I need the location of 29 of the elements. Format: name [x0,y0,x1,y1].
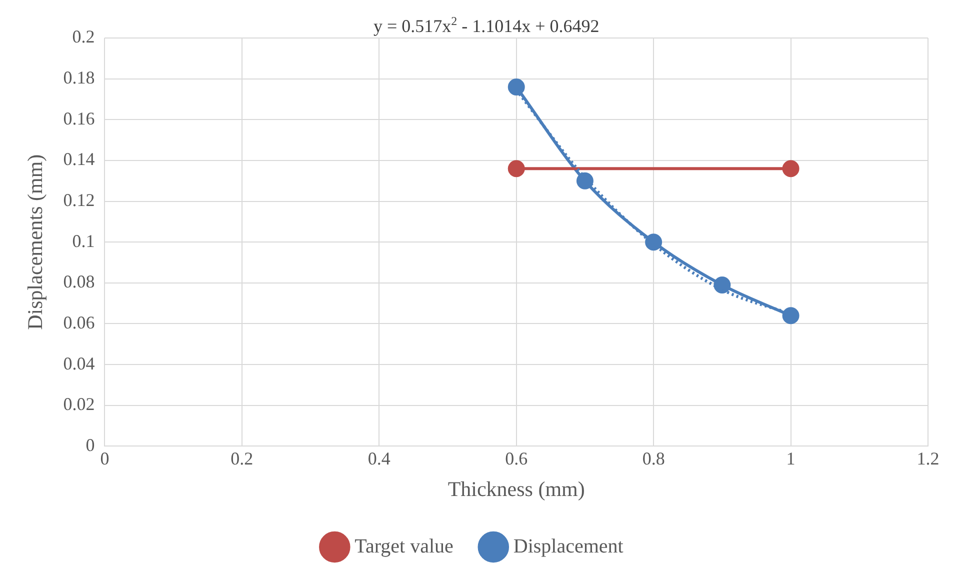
x-axis-title: Thickness (mm) [448,476,585,501]
point [782,160,800,178]
y-tick-label: 0.14 [63,149,95,170]
point [714,276,731,294]
point [508,160,525,178]
point [782,307,800,324]
point [576,172,594,190]
legend-label: Target value [354,535,454,558]
y-tick-label: 0.06 [63,312,95,332]
x-tick-label: 1.2 [916,448,940,469]
point [645,234,662,251]
y-axis-title: Displacements (mm) [23,154,48,330]
x-tick-label: 0.6 [505,448,528,469]
x-tick-label: 0 [100,448,110,469]
y-tick-label: 0.16 [63,108,95,128]
y-tick-label: 0.2 [72,26,95,47]
y-tick-label: 0.12 [63,190,95,210]
legend-label: Displacement [513,535,624,558]
x-tick-label: 1 [786,448,796,469]
x-tick-label: 0.8 [642,448,665,469]
point [508,78,525,96]
x-tick-label: 0.4 [368,448,390,469]
y-tick-label: 0 [86,434,95,455]
y-tick-label: 0.1 [72,230,95,251]
y-tick-label: 0.18 [63,68,95,88]
y-tick-label: 0.08 [63,272,95,292]
x-tick-label: 0.2 [230,448,254,469]
y-tick-label: 0.04 [63,353,95,374]
y-tick-label: 0.02 [63,394,95,414]
